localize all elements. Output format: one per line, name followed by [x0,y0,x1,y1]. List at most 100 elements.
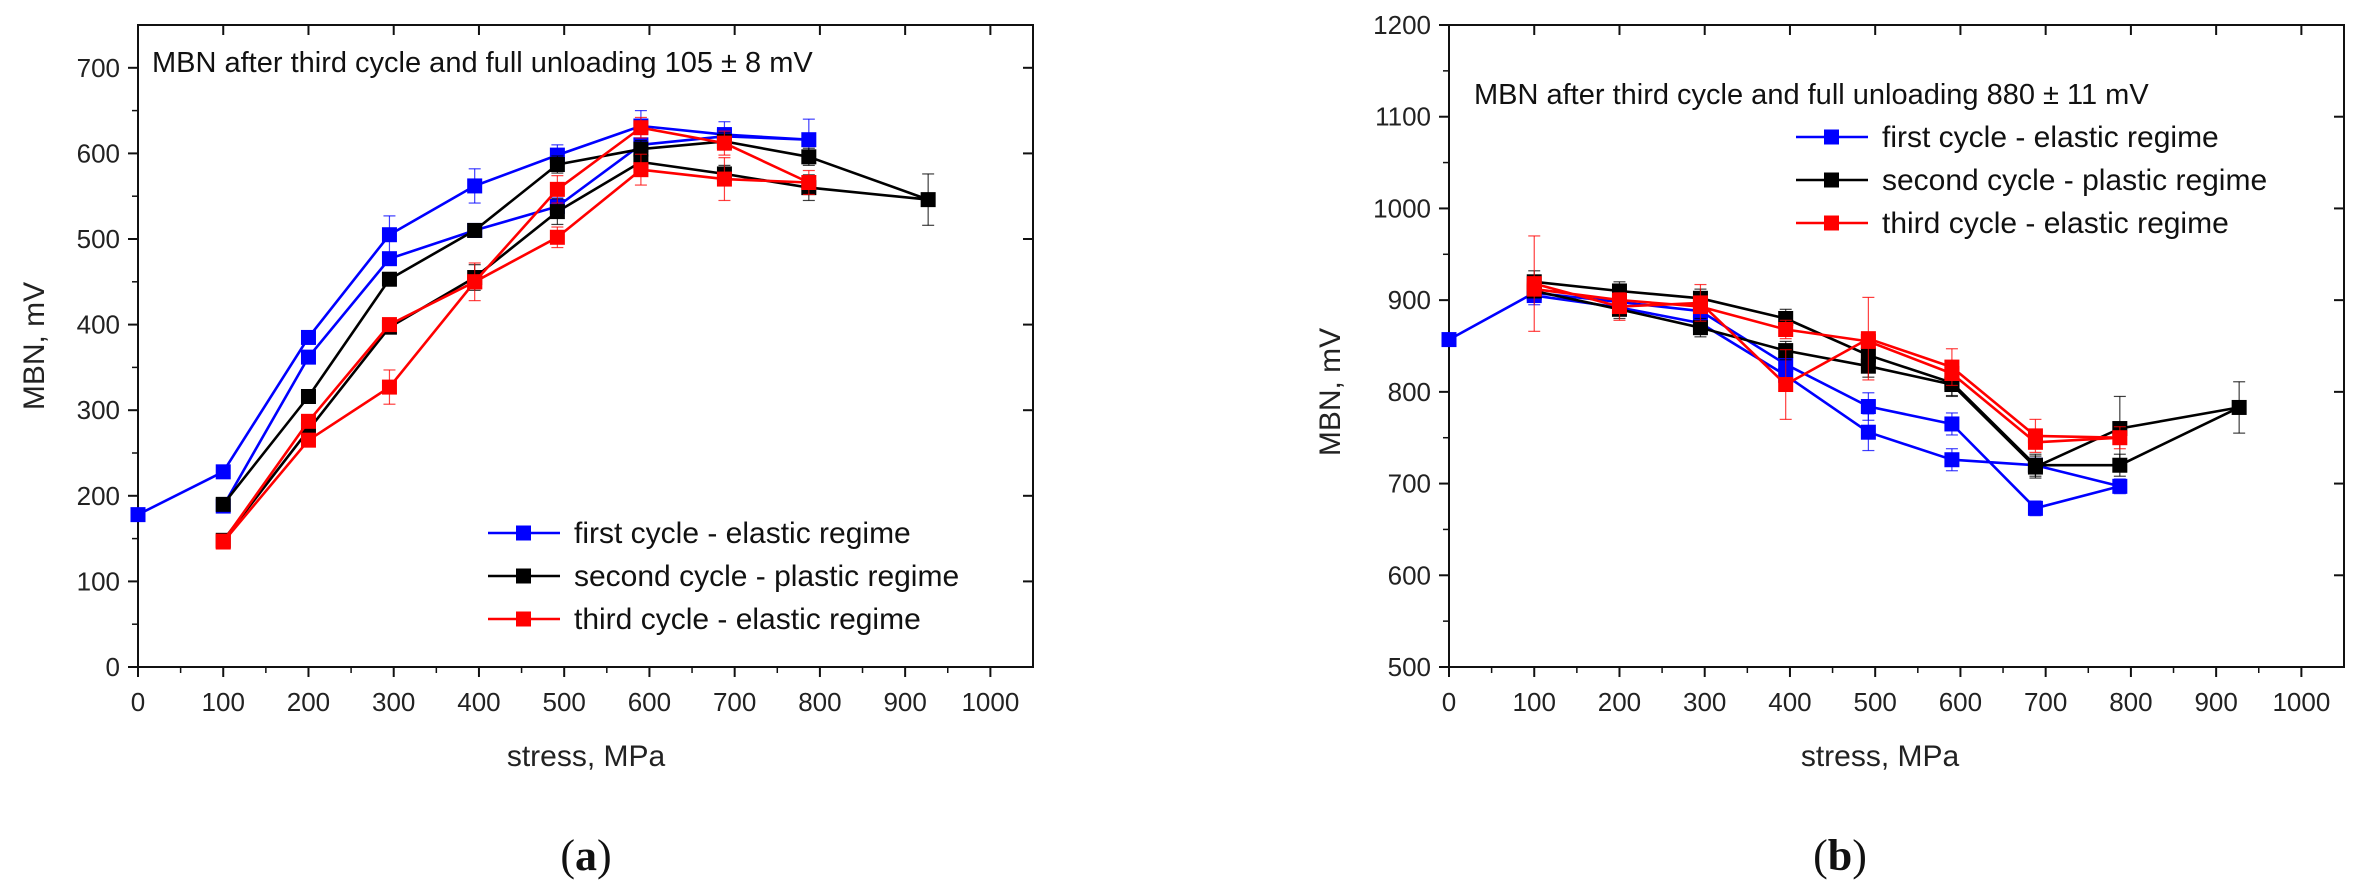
legend-label: first cycle - elastic regime [1882,121,2219,154]
data-point [549,181,565,197]
y-tick-label: 100 [77,566,120,596]
data-point [215,464,231,480]
data-point [467,178,483,194]
y-tick-label: 1200 [1373,10,1431,40]
data-point [2112,478,2128,494]
caption-letter: a [575,831,597,880]
data-point [381,227,397,243]
data-point [381,317,397,333]
x-tick-label: 800 [2109,687,2152,717]
y-axis-label: MBN, mV [18,282,51,410]
x-tick-label: 200 [287,687,330,717]
data-point [801,132,817,148]
data-point [1860,333,1876,349]
data-point [215,496,231,512]
data-point [1692,299,1708,315]
y-tick-label: 900 [1388,285,1431,315]
x-tick-label: 100 [202,687,245,717]
x-tick-label: 1000 [2272,687,2330,717]
x-tick-label: 100 [1513,687,1556,717]
panel-caption: (a) [560,831,611,880]
data-point [1944,416,1960,432]
data-point [1944,366,1960,382]
series-3 [215,116,817,550]
x-tick-label: 600 [1939,687,1982,717]
legend-marker [1824,172,1839,188]
data-point [300,389,316,405]
data-point [549,157,565,173]
legend-label: second cycle - plastic regime [1882,164,2267,197]
caption-paren-close: ) [1852,831,1867,880]
x-tick-label: 900 [2194,687,2237,717]
x-tick-label: 400 [1768,687,1811,717]
x-tick-label: 0 [131,687,145,717]
data-point [2112,457,2128,473]
legend-marker [1824,215,1839,231]
y-tick-label: 700 [77,53,120,83]
data-point [633,120,649,136]
data-point [716,135,732,151]
data-point [920,192,936,208]
plot-frame [137,24,1034,668]
legend-label: third cycle - elastic regime [1882,207,2229,240]
legend-marker [516,611,531,627]
y-tick-label: 400 [77,310,120,340]
x-tick-label: 200 [1598,687,1641,717]
y-tick-label: 500 [1388,652,1431,682]
data-point [801,149,817,165]
data-point [381,251,397,267]
chart-panel-a: 0 100 200 300 400 500 600 700 800 900 1000 0 100 200 3… [18,24,1034,880]
x-tick-label: 900 [883,687,926,717]
caption-paren-open: ( [1813,831,1828,880]
data-point [2112,430,2128,446]
x-axis-label: stress, MPa [1801,740,1960,773]
x-axis-label: stress, MPa [507,740,666,773]
data-point [1441,332,1457,348]
data-point [716,171,732,187]
data-point [1944,452,1960,468]
x-tick-label: 500 [542,687,585,717]
legend-label: third cycle - elastic regime [574,603,921,636]
legend-label: second cycle - plastic regime [574,560,959,593]
data-point [801,175,817,191]
data-point [549,204,565,220]
panel-caption: (b) [1813,831,1867,880]
series-line [222,140,930,542]
data-point [300,413,316,429]
data-point [2027,500,2043,516]
data-point [1526,281,1542,297]
series-line [137,124,811,516]
y-tick-label: 300 [77,395,120,425]
data-point [1611,292,1627,308]
data-point [1692,320,1708,336]
caption-paren-open: ( [560,831,575,880]
data-point [381,379,397,395]
caption-letter: b [1828,831,1852,880]
series-line [1448,291,2122,510]
y-axis-label: MBN, mV [1314,328,1347,456]
x-tick-label: 1000 [961,687,1019,717]
series-3 [1526,235,2128,453]
y-tick-label: 1000 [1373,193,1431,223]
y-tick-label: 600 [77,138,120,168]
data-point [633,162,649,178]
data-point [130,507,146,523]
data-point [2027,434,2043,450]
data-point [1778,377,1794,393]
data-point [300,432,316,448]
y-tick-label: 1100 [1375,102,1431,132]
legend-marker [516,568,531,584]
y-tick-label: 800 [1388,377,1431,407]
legend-marker [516,525,531,541]
x-tick-label: 700 [2024,687,2067,717]
data-point [1860,424,1876,440]
data-point [300,329,316,345]
x-tick-label: 500 [1853,687,1896,717]
data-point [2231,399,2247,415]
legend-label: first cycle - elastic regime [574,517,911,550]
x-tick-label: 800 [798,687,841,717]
x-tick-label: 300 [1683,687,1726,717]
y-tick-label: 600 [1388,560,1431,590]
x-tick-label: 600 [628,687,671,717]
data-point [2027,459,2043,475]
